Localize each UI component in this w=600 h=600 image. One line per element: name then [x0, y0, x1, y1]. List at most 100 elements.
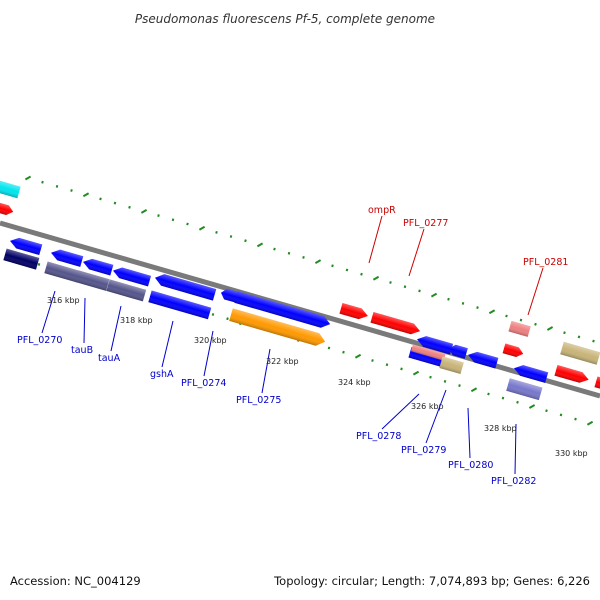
tick-mark: [354, 353, 362, 359]
tick-dot: [229, 235, 233, 238]
gene-PFL_0274[interactable]: [148, 290, 212, 320]
tick-mark: [140, 209, 148, 214]
gene-features: [0, 179, 600, 401]
gene-slate-2[interactable]: [75, 270, 110, 291]
gene-slate-3[interactable]: [106, 279, 147, 302]
gene-blue-4[interactable]: [111, 265, 152, 287]
tick-dot: [577, 335, 581, 339]
gene-blue-small[interactable]: [219, 287, 238, 303]
gene-ompR[interactable]: [339, 303, 369, 321]
tick-dot: [186, 222, 189, 226]
gene-blue-8[interactable]: [512, 363, 549, 383]
gene-blue-5[interactable]: [415, 334, 454, 355]
tick-labels: 316 kbp 318 kbp 320 kbp 322 kbp 324 kbp …: [47, 296, 588, 458]
tick-dot: [574, 417, 577, 421]
tick-dot: [41, 180, 44, 184]
gene-blue-6[interactable]: [447, 343, 468, 359]
tick-dot: [128, 205, 131, 209]
tick-dot: [171, 218, 175, 222]
gene-PFL_0275-blue[interactable]: [234, 291, 331, 330]
gene-PFL_0278-pink[interactable]: [411, 344, 446, 361]
gene-gshA[interactable]: [153, 272, 217, 301]
tick-dot: [244, 239, 247, 243]
gene-slate-1[interactable]: [44, 261, 81, 283]
tick-dot: [360, 272, 363, 276]
gene-PFL_0281-pink[interactable]: [508, 320, 531, 337]
leader-tauB: [83, 297, 86, 344]
gene-PFL_0277[interactable]: [370, 312, 421, 336]
leader-tauA: [110, 305, 122, 352]
tick-mark: [430, 292, 438, 298]
gene-PFL_0275[interactable]: [229, 308, 327, 348]
gene-red-right[interactable]: [554, 365, 590, 385]
gene-label-PFL_0279[interactable]: PFL_0279: [401, 445, 446, 456]
gene-red-right-edge[interactable]: [594, 376, 600, 391]
tick-dot: [211, 313, 215, 316]
leader-PFL_0278: [381, 393, 420, 430]
gene-label-ompR[interactable]: ompR: [368, 205, 396, 216]
gene-label-tauB[interactable]: tauB: [71, 345, 93, 356]
tick-mark: [412, 370, 420, 376]
leader-PFL_0277: [408, 228, 425, 277]
topology-text: Topology: circular; Length: 7,074,893 bp…: [273, 574, 590, 588]
tick-label-322kbp: 322 kbp: [266, 357, 299, 366]
tick-dot: [534, 322, 537, 326]
tick-dot: [559, 413, 563, 417]
tick-dot: [273, 247, 276, 251]
gene-red-small[interactable]: [502, 343, 525, 358]
tick-dot: [327, 346, 331, 350]
tick-dot: [385, 363, 389, 367]
gene-tan-right[interactable]: [560, 341, 600, 365]
tick-dots: [6, 175, 595, 426]
tick-label-324kbp: 324 kbp: [338, 378, 371, 387]
tick-mark: [470, 387, 478, 393]
gene-label-PFL_0277[interactable]: PFL_0277: [403, 218, 448, 229]
gene-label-gshA[interactable]: gshA: [150, 369, 174, 380]
gene-label-PFL_0278[interactable]: PFL_0278: [356, 431, 401, 442]
leader-PFL_0281: [527, 267, 544, 316]
tick-dot: [331, 264, 334, 268]
gene-PFL_0282[interactable]: [506, 378, 543, 401]
gene-label-PFL_0270[interactable]: PFL_0270: [17, 335, 62, 346]
tick-dot: [342, 350, 345, 354]
tick-label-330kbp: 330 kbp: [555, 449, 588, 458]
gene-label-PFL_0274[interactable]: PFL_0274: [181, 378, 226, 389]
gene-cyan-left-edge[interactable]: [0, 179, 21, 199]
leader-PFL_0279: [425, 389, 447, 444]
gene-blue-7[interactable]: [466, 350, 499, 369]
tick-dot: [302, 255, 305, 259]
tick-mark: [546, 326, 554, 331]
gene-label-PFL_0282[interactable]: PFL_0282: [491, 476, 536, 487]
gene-label-PFL_0281[interactable]: PFL_0281: [523, 257, 568, 268]
tick-dot: [516, 400, 519, 404]
tick-mark: [24, 175, 32, 181]
gene-blue-2[interactable]: [49, 247, 84, 267]
tick-mark: [528, 404, 536, 409]
tick-dot: [113, 201, 117, 205]
gene-label-tauA[interactable]: tauA: [98, 353, 121, 364]
gene-navy-1[interactable]: [3, 248, 40, 270]
tick-dot: [226, 317, 229, 321]
gene-label-PFL_0275[interactable]: PFL_0275: [236, 395, 281, 406]
gene-blue-1[interactable]: [8, 236, 43, 256]
reverse-gene-labels: PFL_0270 tauB tauA gshA PFL_0274 PFL_027…: [17, 335, 536, 487]
tick-mark: [82, 192, 90, 198]
tick-dot: [70, 189, 73, 192]
tick-dot: [487, 392, 490, 396]
tick-mark: [586, 420, 594, 426]
gene-PFL_0279[interactable]: [439, 356, 464, 375]
tick-dot: [429, 375, 432, 379]
accession-text: Accession: NC_004129: [10, 574, 141, 588]
gene-blue-3[interactable]: [81, 257, 114, 276]
leader-PFL_0274: [203, 330, 214, 377]
gene-red-left-edge[interactable]: [0, 201, 15, 216]
gene-label-PFL_0280[interactable]: PFL_0280: [448, 460, 493, 471]
tick-dot: [501, 396, 505, 400]
tick-label-320kbp: 320 kbp: [194, 336, 227, 345]
tick-mark: [198, 225, 206, 231]
tick-dot: [563, 331, 566, 335]
tick-mark: [314, 259, 322, 264]
tick-label-326kbp: 326 kbp: [411, 402, 444, 411]
leader-PFL_0282: [514, 423, 517, 475]
tick-dot: [55, 184, 59, 188]
